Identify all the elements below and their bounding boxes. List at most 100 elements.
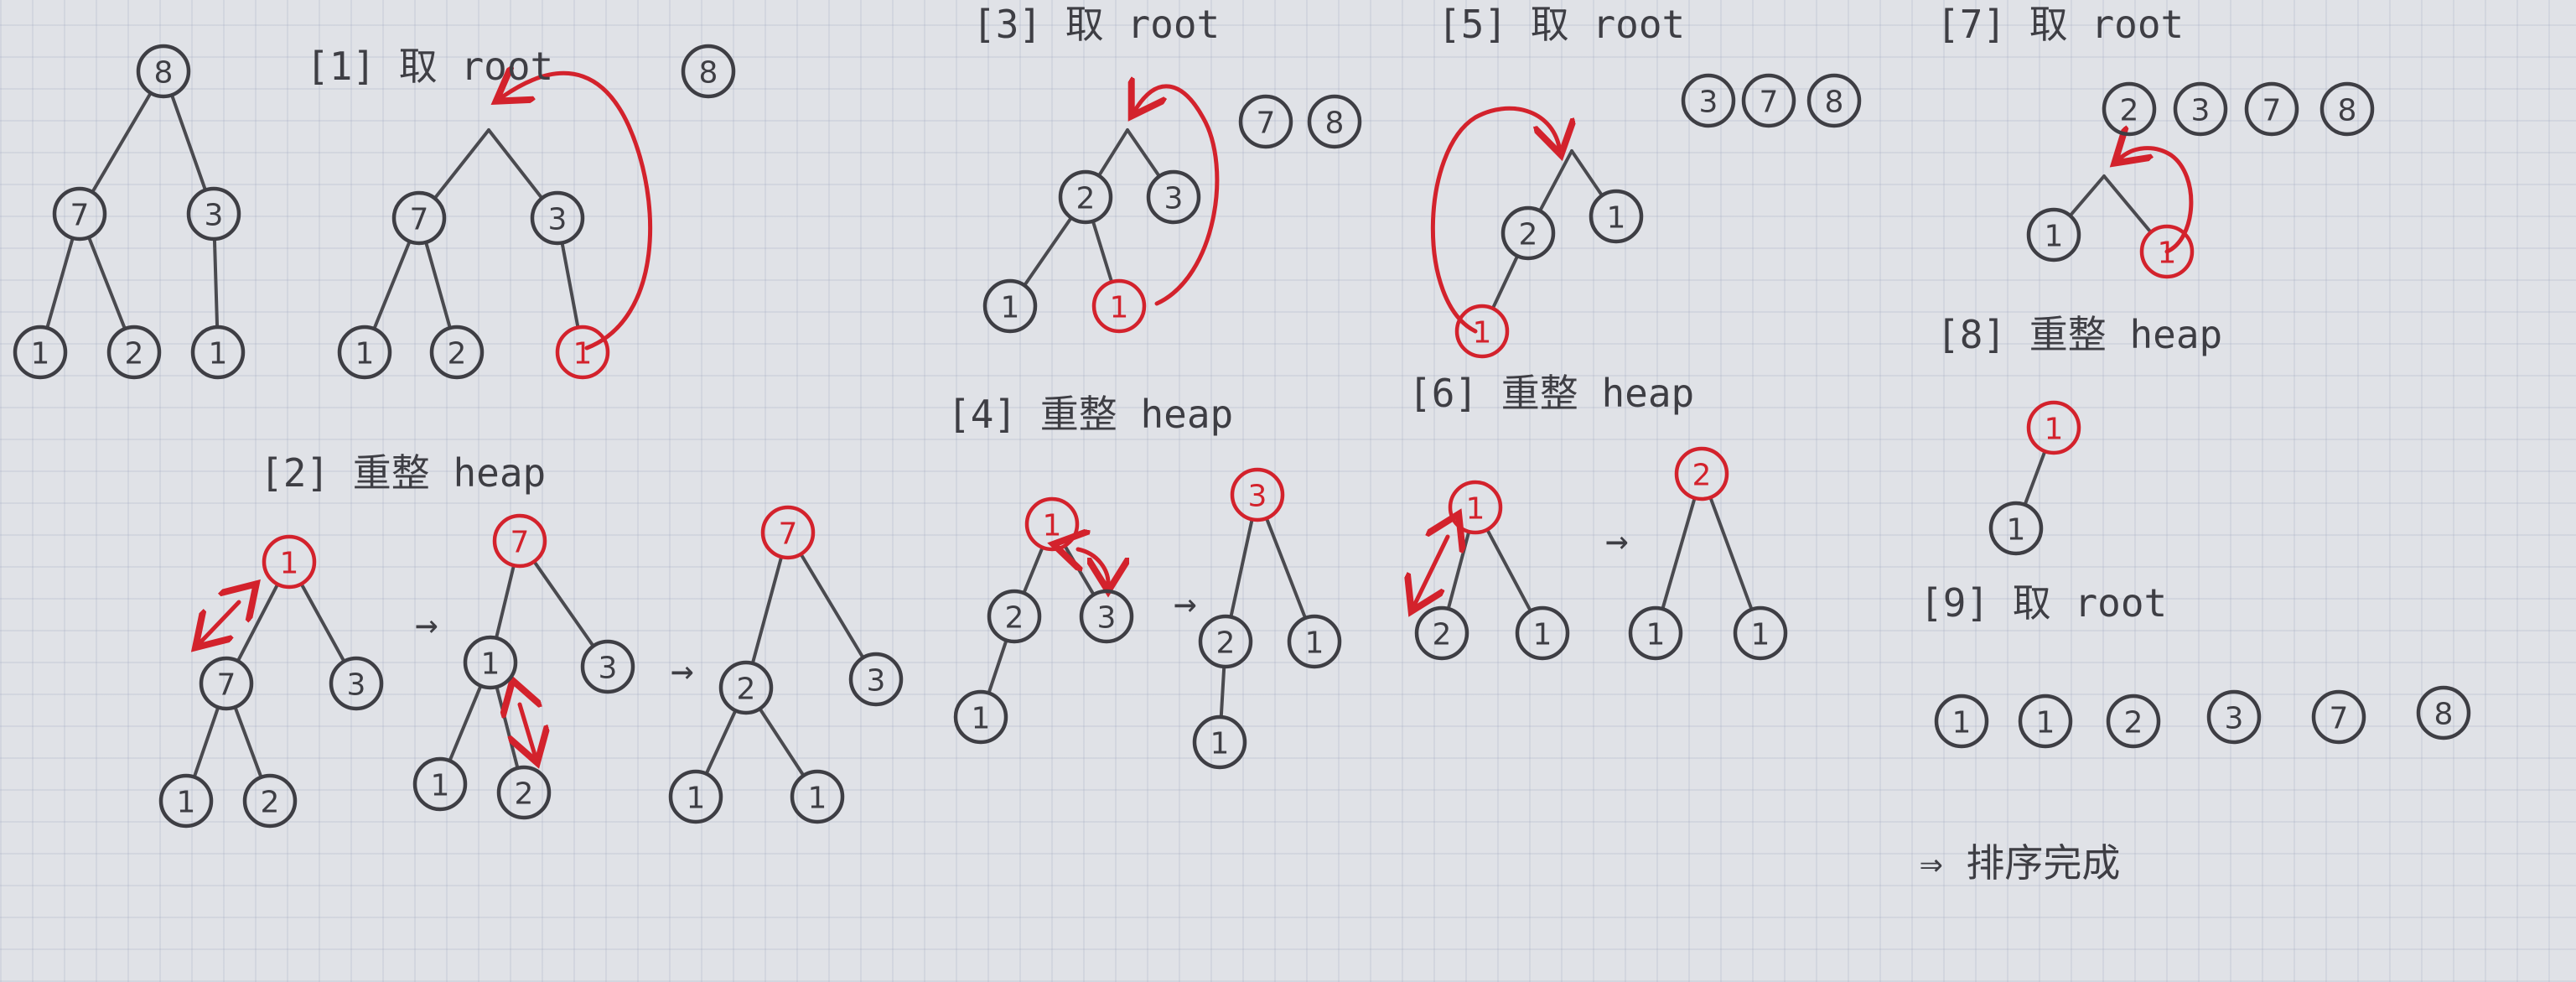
node-circle (190, 325, 246, 380)
node-circle (2139, 224, 2195, 279)
extracted-node: 3 (2173, 81, 2228, 137)
tree-edge (45, 236, 75, 330)
tree-edge (1485, 527, 1532, 613)
tree-node: 1 (190, 325, 246, 380)
extracted-node: 7 (2311, 689, 2366, 745)
node-circle (1934, 694, 1989, 749)
node-value: 7 (2262, 94, 2282, 128)
tree-node: 1 (2139, 224, 2195, 279)
node-value: 2 (1005, 601, 1024, 636)
transition-arrow: → (671, 647, 694, 693)
node-circle (492, 513, 547, 569)
tree-node: 1 (668, 769, 723, 824)
node-circle (848, 652, 904, 707)
tree-node: 7 (492, 513, 547, 569)
tree-edge (1490, 254, 1520, 310)
node-circle (1515, 605, 1570, 661)
node-value: 3 (2191, 94, 2211, 128)
tree-node: 2 (1674, 446, 1729, 501)
tree-node: 1 (1024, 496, 1080, 552)
node-circle (337, 325, 392, 380)
tree-node: 1 (2026, 207, 2081, 262)
tree-node: 7 (391, 190, 447, 246)
node-circle (1238, 94, 1293, 149)
extracted-node: 3 (1681, 73, 1736, 128)
node-circle (681, 44, 736, 99)
tree-edge (169, 93, 208, 192)
tree-node: 3 (580, 639, 635, 694)
tree-node: 1 (1988, 501, 2044, 556)
node-circle (668, 769, 723, 824)
tree-edge (212, 236, 220, 330)
extracted-node: 8 (2319, 81, 2375, 137)
node-circle (2206, 689, 2262, 745)
node-value: 1 (687, 782, 706, 816)
node-value: 3 (347, 668, 366, 703)
tree-node: 1 (1454, 304, 1510, 359)
extracted-node: 2 (2106, 694, 2161, 749)
tree-edge (758, 707, 806, 777)
node-circle (1230, 467, 1285, 522)
node-circle (496, 765, 552, 820)
tree-node: 2 (1501, 205, 1556, 261)
node-value: 1 (2158, 236, 2177, 271)
step-label-s6: [6] 重整 heap (1408, 371, 1694, 416)
extracted-node: 2 (2102, 81, 2157, 137)
node-circle (1448, 480, 1503, 535)
tree-node: 1 (158, 773, 214, 829)
tree-node: 1 (262, 534, 317, 590)
take-root-arrow (2121, 148, 2194, 254)
node-value: 8 (154, 56, 174, 91)
node-circle (1628, 605, 1683, 661)
node-circle (718, 660, 774, 715)
node-circle (199, 656, 254, 711)
node-value: 1 (481, 647, 500, 682)
node-circle (1058, 169, 1113, 225)
tree-node: 1 (555, 325, 610, 380)
node-value: 3 (1248, 480, 1267, 514)
tree-edge (2068, 174, 2106, 218)
node-circle (242, 773, 298, 829)
node-circle (2102, 81, 2157, 137)
tree-edge (236, 582, 280, 663)
node-circle (1681, 73, 1736, 128)
tree-edge (1446, 529, 1471, 611)
node-circle (2416, 685, 2471, 740)
node-circle (1024, 496, 1080, 552)
node-circle (463, 635, 518, 690)
node-value: 3 (205, 199, 224, 233)
tree-edge (1023, 216, 1073, 288)
node-circle (106, 325, 162, 380)
take-root-arrow (503, 73, 653, 351)
node-circle (158, 773, 214, 829)
node-value: 2 (1519, 218, 1538, 252)
tree-edge (495, 685, 520, 770)
tree-node: 2 (242, 773, 298, 829)
tree-edge (1096, 128, 1129, 178)
tree-edge (433, 128, 490, 200)
extracted-node: 8 (1307, 94, 1362, 149)
node-value: 1 (209, 337, 228, 371)
node-value: 3 (1699, 86, 1718, 120)
node-circle (136, 44, 191, 99)
step-label-s4: [4] 重整 heap (947, 392, 1233, 437)
node-circle (262, 534, 317, 590)
tree-edge (86, 235, 127, 331)
extracted-node: 8 (2416, 685, 2471, 740)
tree-edge (799, 552, 865, 660)
node-value: 1 (431, 769, 450, 803)
extracted-node: 7 (2244, 81, 2299, 137)
node-circle (1741, 73, 1796, 128)
node-value: 1 (1952, 706, 1972, 740)
node-value: 2 (1692, 459, 1712, 493)
node-circle (52, 186, 107, 242)
node-circle (1192, 714, 1247, 770)
node-circle (412, 756, 468, 812)
node-value: 8 (2338, 94, 2357, 128)
tree-edge (987, 638, 1008, 695)
node-value: 1 (1305, 626, 1324, 661)
tree-edge (91, 91, 153, 195)
node-value: 8 (1825, 86, 1844, 120)
node-value: 7 (70, 199, 90, 233)
